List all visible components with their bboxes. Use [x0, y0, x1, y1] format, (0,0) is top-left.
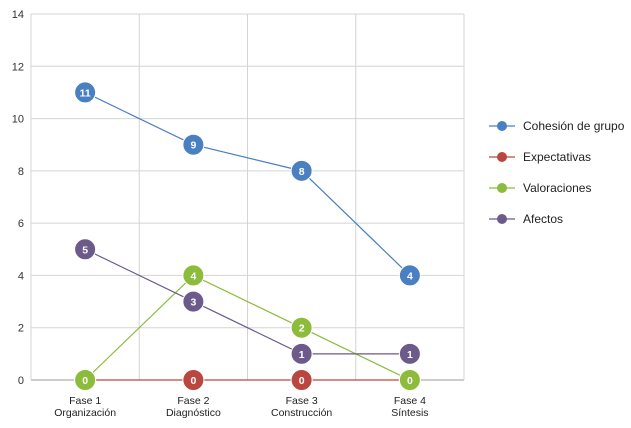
grid [30, 13, 465, 381]
series-lines [84, 91, 411, 381]
data-label: 1 [407, 349, 413, 361]
legend-marker [497, 183, 507, 193]
x-tick-label-line: Diagnóstico [166, 407, 221, 419]
series-points: 11984000004205311 [74, 81, 421, 391]
legend-label: Valoraciones [523, 181, 591, 195]
y-tick-label: 10 [12, 114, 24, 126]
x-tick-label-line: Organización [54, 407, 116, 419]
x-tick-label-line: Fase 1 [69, 395, 101, 407]
data-point [74, 369, 97, 391]
x-tick-label: Fase 1 Organización [54, 395, 116, 419]
data-label: 0 [407, 375, 413, 387]
legend-label: Cohesión de grupo [523, 119, 625, 133]
x-tick-label-line: Síntesis [391, 407, 428, 419]
data-point [182, 133, 205, 156]
x-tick-label-line: Construcción [271, 407, 332, 419]
x-tick-label: Fase 2 Diagnóstico [166, 395, 221, 419]
data-label: 8 [299, 166, 305, 178]
x-tick-label-line: Fase 4 [394, 395, 426, 407]
data-point [182, 290, 205, 313]
y-tick-label: 8 [18, 166, 24, 178]
y-tick-label: 4 [18, 270, 24, 282]
data-point [74, 81, 97, 104]
series-line-3 [84, 248, 410, 355]
data-label: 3 [190, 297, 196, 309]
x-tick-label: Fase 4 Síntesis [391, 395, 428, 419]
legend-marker [497, 214, 507, 224]
data-point [398, 264, 421, 287]
data-point [290, 342, 313, 365]
data-label: 0 [82, 375, 88, 387]
data-label: 0 [299, 375, 305, 387]
legend-label: Afectos [523, 212, 563, 226]
series-line-0 [84, 91, 411, 276]
x-tick-label-line: Fase 2 [177, 395, 209, 407]
data-point [182, 264, 205, 287]
data-label: 4 [407, 270, 413, 282]
legend-label: Expectativas [523, 150, 591, 164]
x-tick-label-line: Fase 3 [286, 395, 318, 407]
data-point [182, 369, 205, 391]
data-point [398, 369, 421, 391]
data-label: 1 [299, 349, 305, 361]
x-tick-label: Fase 3 Construcción [271, 395, 332, 419]
data-label: 2 [299, 323, 305, 335]
data-label: 4 [190, 270, 196, 282]
data-label: 5 [82, 244, 88, 256]
data-point [74, 238, 97, 261]
data-point [290, 316, 313, 339]
y-tick-label: 0 [18, 375, 24, 387]
legend: Cohesión de grupo Expectativas Valoracione… [489, 119, 625, 226]
y-tick-label: 12 [12, 61, 24, 73]
data-label: 0 [190, 375, 196, 387]
y-tick-label: 14 [12, 9, 24, 21]
data-label: 11 [80, 87, 91, 99]
y-tick-label: 6 [18, 218, 24, 230]
y-tick-label: 2 [18, 323, 24, 335]
data-point [290, 159, 313, 182]
y-axis-ticks: 0 2 4 6 8 10 12 14 [12, 9, 24, 387]
data-point [290, 369, 313, 391]
legend-marker [497, 152, 507, 162]
data-point [398, 342, 421, 365]
legend-marker [497, 121, 507, 131]
data-label: 9 [190, 140, 196, 152]
